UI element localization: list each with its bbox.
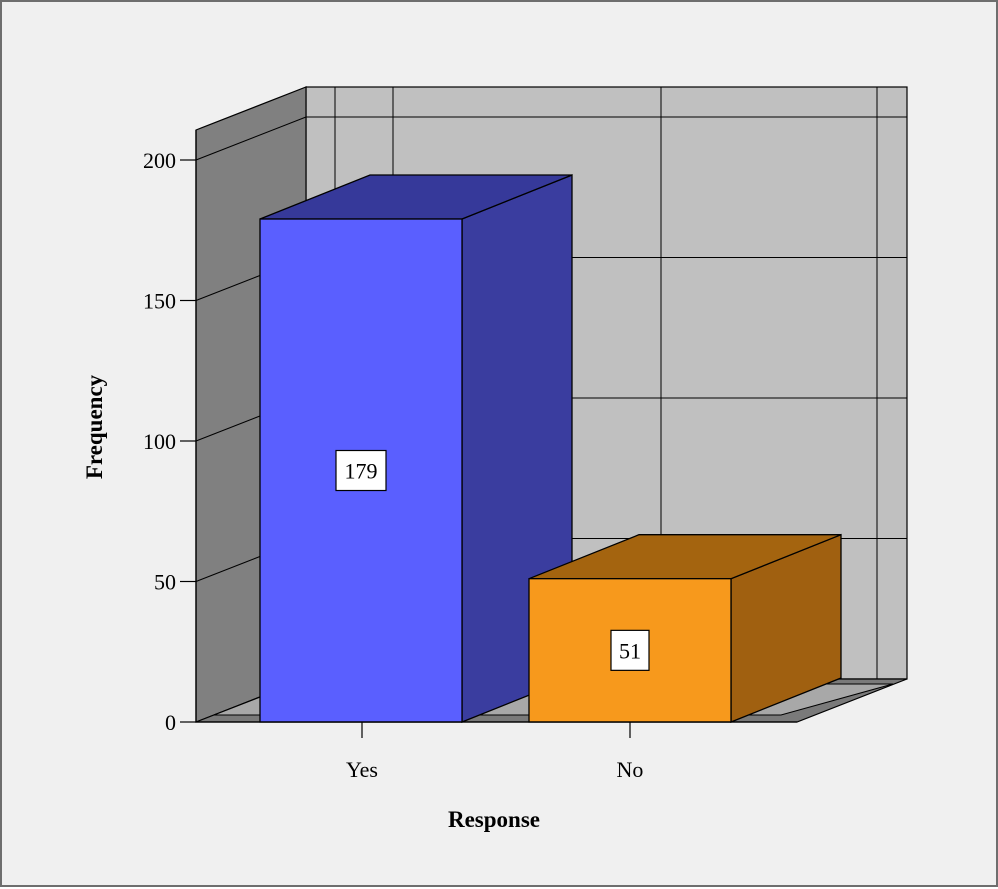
bar-yes: 179 bbox=[259, 174, 573, 723]
data-label-box bbox=[335, 449, 387, 492]
x-tick-label: Yes bbox=[346, 757, 378, 782]
grid-line-left bbox=[195, 116, 307, 161]
bar-no: 51 bbox=[528, 533, 842, 723]
bars: 179 51 bbox=[259, 174, 842, 723]
y-tick-label: 0 bbox=[165, 710, 176, 735]
x-tick-label: No bbox=[617, 757, 644, 782]
y-axis: 0 50 100 150 200 bbox=[143, 130, 197, 735]
y-tick-label: 100 bbox=[143, 429, 176, 454]
y-tick-label: 200 bbox=[143, 148, 176, 173]
data-label-box bbox=[610, 629, 650, 671]
y-tick-label: 50 bbox=[154, 570, 176, 595]
x-axis: Yes No bbox=[196, 721, 797, 782]
data-label: 179 bbox=[345, 459, 378, 484]
x-axis-title: Response bbox=[448, 807, 540, 832]
y-axis-title: Frequency bbox=[82, 374, 107, 479]
data-label: 51 bbox=[619, 638, 641, 663]
y-tick-label: 150 bbox=[143, 289, 176, 314]
